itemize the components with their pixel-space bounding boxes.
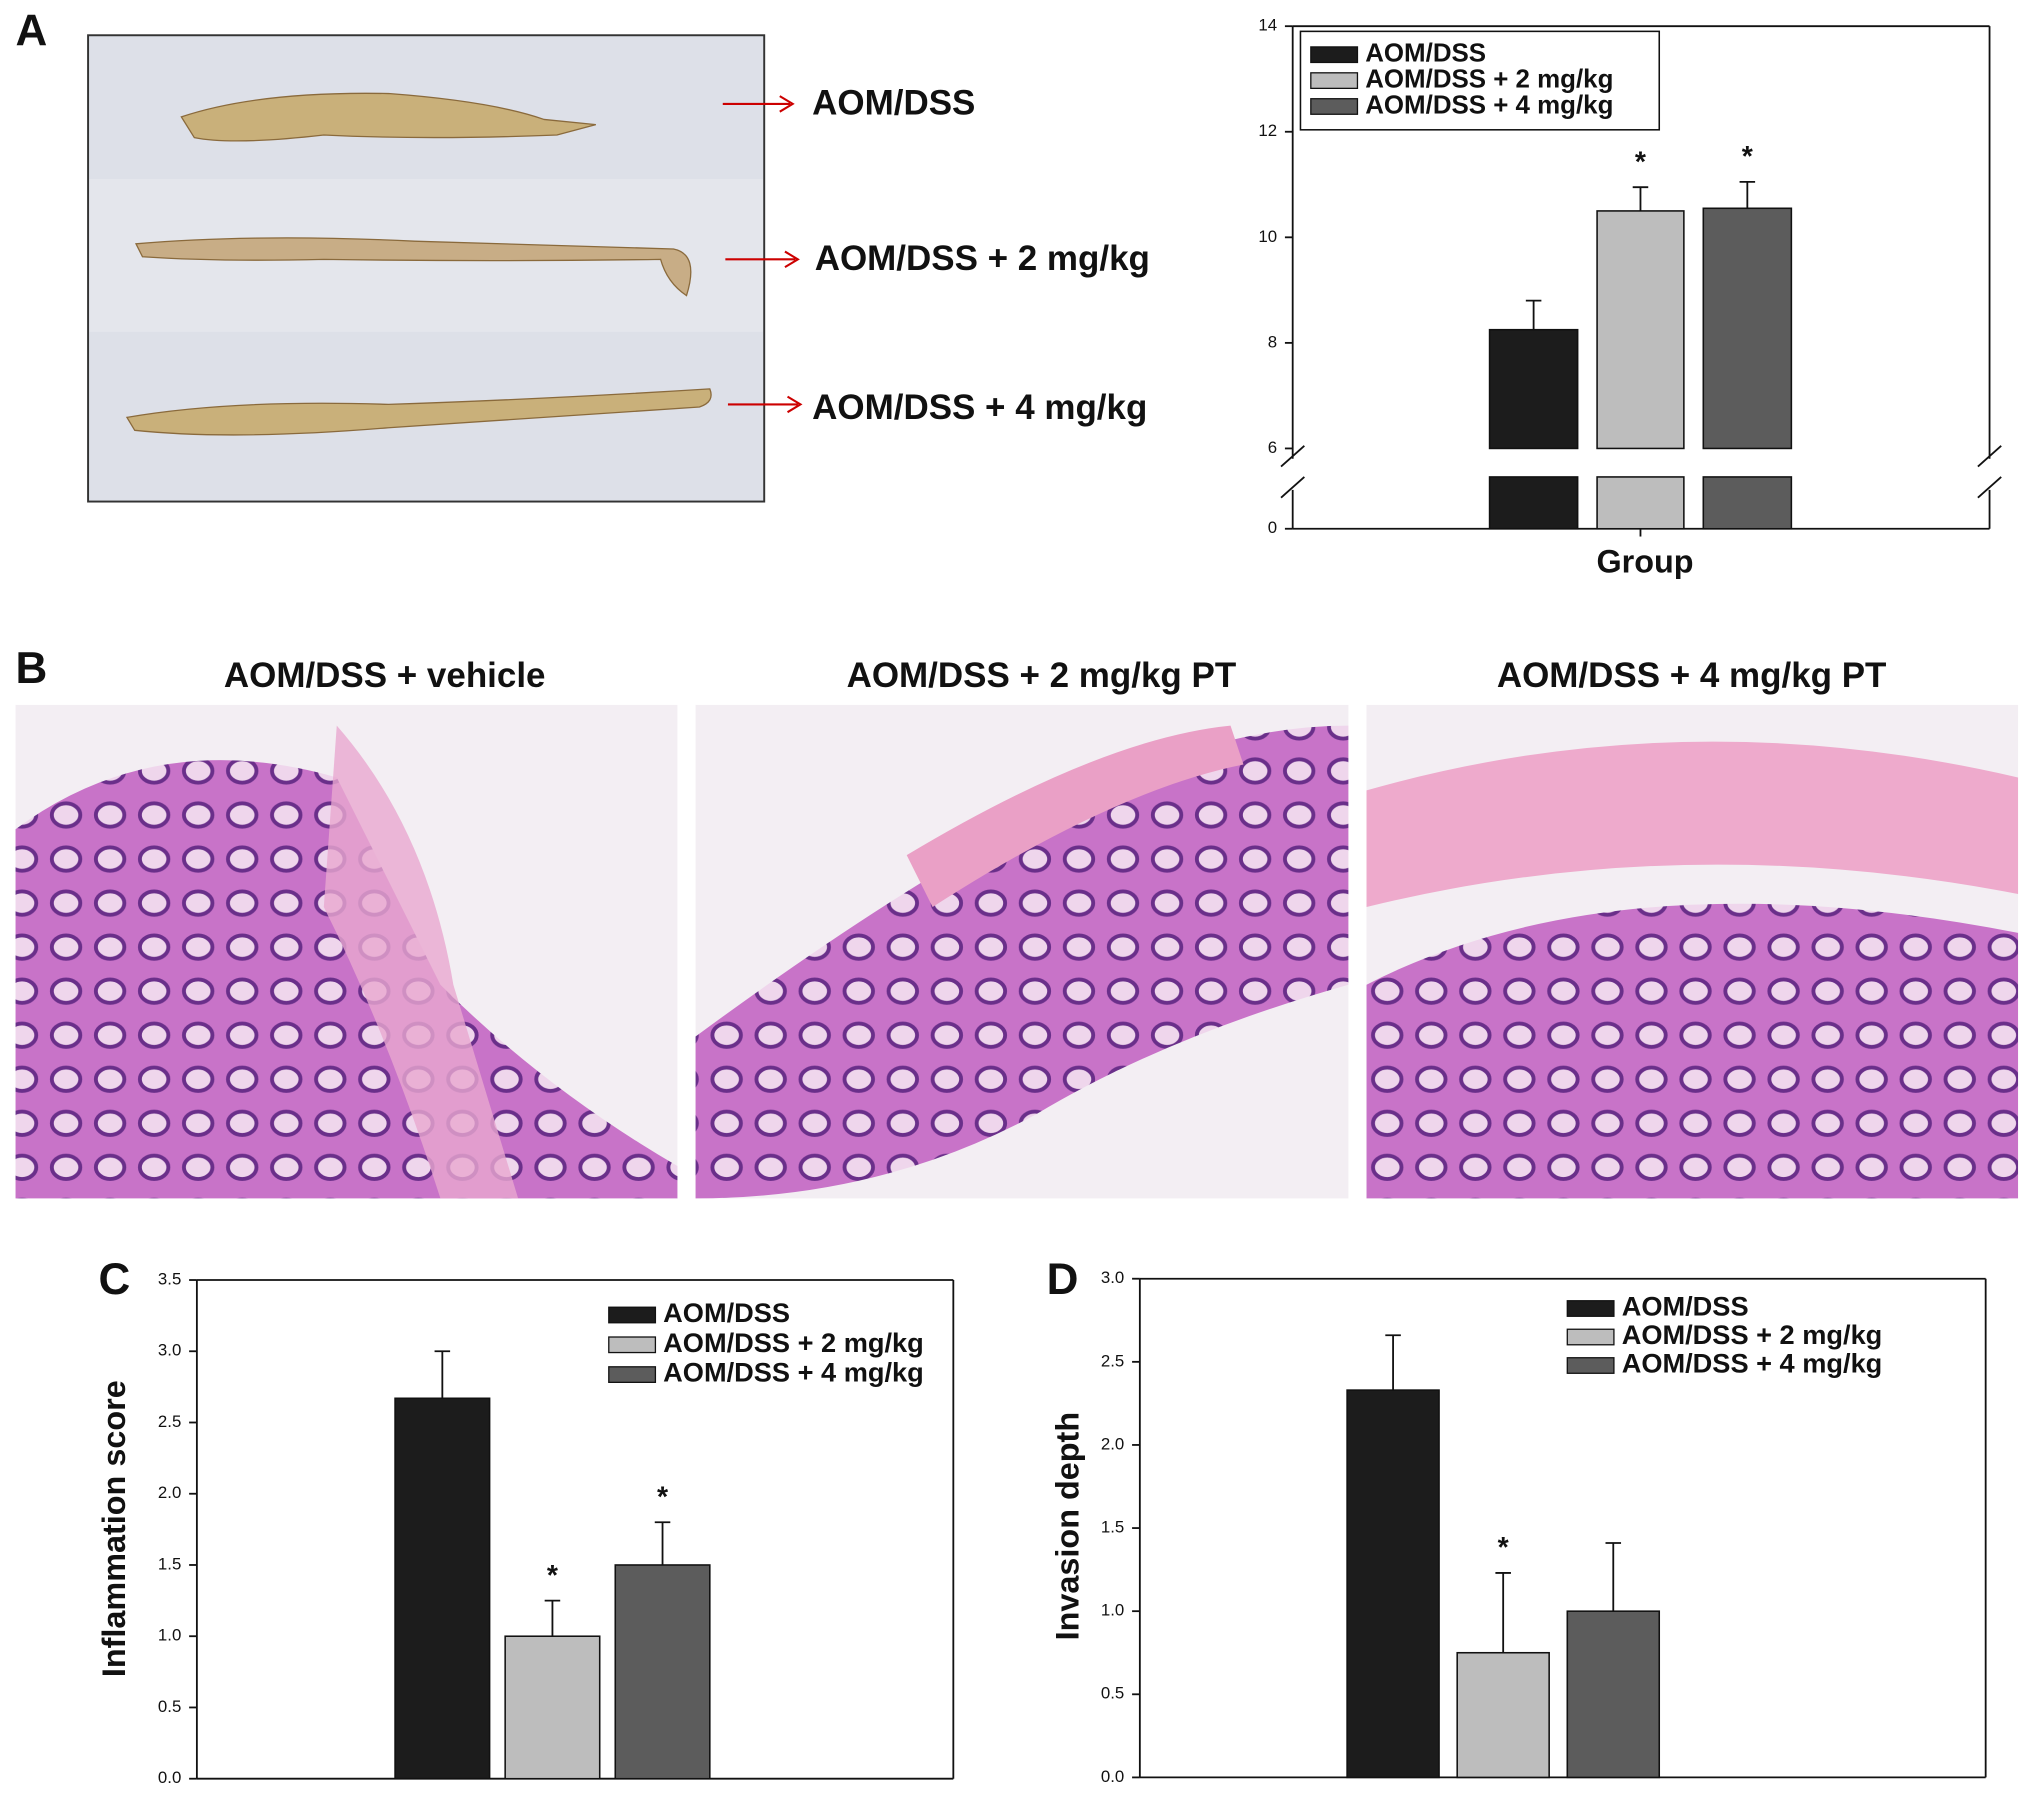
specimen-label: AOM/DSS + 2 mg/kg xyxy=(815,239,1150,278)
legend-label: AOM/DSS + 2 mg/kg xyxy=(663,1327,924,1358)
y-tick-label: 2.5 xyxy=(158,1412,181,1431)
panel-label: D xyxy=(1047,1255,1079,1304)
legend-box xyxy=(1299,30,1661,131)
legend-label: AOM/DSS + 2 mg/kg xyxy=(1365,65,1613,93)
significance-mark: * xyxy=(1742,141,1754,173)
error-bar xyxy=(1739,180,1756,209)
y-tick-label: 0.0 xyxy=(1101,1767,1124,1786)
panel-label: B xyxy=(16,644,48,693)
legend-swatch xyxy=(1310,98,1359,115)
x-axis-label: Group xyxy=(1596,543,1693,579)
significance-mark: * xyxy=(1635,146,1647,178)
error-bar xyxy=(1525,299,1542,330)
y-tick-label: 14 xyxy=(1258,16,1277,35)
error-bar xyxy=(1632,186,1649,211)
axis-break xyxy=(1977,476,2002,499)
axis-break xyxy=(1280,476,1305,499)
y-axis-label: Invasion depth xyxy=(1049,1412,1085,1640)
error-bar xyxy=(434,1350,451,1399)
legend-swatch xyxy=(1310,46,1359,64)
bar-base xyxy=(1488,476,1579,530)
y-tick-label: 2.5 xyxy=(1101,1351,1124,1370)
legend-swatch xyxy=(1566,1300,1615,1317)
bar xyxy=(614,1564,711,1780)
panel-label: A xyxy=(16,7,48,56)
legend-label: AOM/DSS + 4 mg/kg xyxy=(1365,91,1613,119)
y-tick-label: 0 xyxy=(1268,518,1277,537)
specimen-label: AOM/DSS + 4 mg/kg xyxy=(812,388,1147,427)
legend-swatch xyxy=(1566,1328,1615,1346)
legend-label: AOM/DSS + 4 mg/kg xyxy=(663,1357,924,1388)
histology-title: AOM/DSS + 2 mg/kg PT xyxy=(847,656,1237,695)
error-bar xyxy=(1385,1334,1401,1391)
y-tick-label: 2.0 xyxy=(158,1483,181,1502)
axis-break xyxy=(1977,445,2002,468)
legend-swatch xyxy=(1566,1357,1615,1374)
significance-mark: * xyxy=(547,1560,559,1592)
bar-base xyxy=(1702,476,1793,530)
y-tick-label: 1.0 xyxy=(1101,1601,1124,1620)
significance-mark: * xyxy=(657,1481,669,1513)
y-tick-label: 3.0 xyxy=(158,1341,181,1360)
axis-break xyxy=(1280,445,1305,468)
error-bar xyxy=(544,1599,561,1637)
y-tick-label: 8 xyxy=(1268,332,1277,351)
legend-swatch xyxy=(608,1306,657,1324)
y-tick-label: 1.5 xyxy=(158,1554,181,1573)
histology-images: AOM/DSS + vehicle AOM/DSS + 2 mg/kg PT A… xyxy=(15,656,2019,1199)
legend-swatch xyxy=(608,1336,657,1354)
y-tick-label: 10 xyxy=(1258,227,1277,246)
legend-label: AOM/DSS + 2 mg/kg xyxy=(1622,1319,1883,1350)
y-tick-label: 3.0 xyxy=(1101,1268,1124,1287)
legend-swatch xyxy=(608,1366,657,1383)
legend-label: AOM/DSS xyxy=(1365,40,1486,68)
y-tick-label: 0.0 xyxy=(158,1768,181,1787)
y-tick-label: 0.5 xyxy=(158,1697,181,1716)
y-tick-label: 12 xyxy=(1258,121,1277,140)
y-tick-label: 0.5 xyxy=(1101,1684,1124,1703)
y-tick-label: 3.5 xyxy=(158,1269,181,1288)
bar xyxy=(1346,1389,1440,1779)
bar xyxy=(1488,328,1579,450)
histology-title: AOM/DSS + 4 mg/kg PT xyxy=(1497,656,1887,695)
bar xyxy=(1702,207,1793,450)
bar-base xyxy=(1596,476,1685,530)
legend-label: AOM/DSS + 4 mg/kg xyxy=(1622,1348,1883,1379)
panel-label: C xyxy=(98,1255,130,1304)
bar xyxy=(394,1397,491,1780)
bar xyxy=(504,1635,601,1780)
y-tick-label: 2.0 xyxy=(1101,1434,1124,1453)
bar xyxy=(1566,1610,1661,1779)
bar xyxy=(1596,210,1685,450)
histology-title: AOM/DSS + vehicle xyxy=(224,656,546,695)
specimen-photo: AOM/DSS AOM/DSS + 2 mg/kg AOM/DSS + 4 mg… xyxy=(87,34,1150,503)
y-tick-label: 1.0 xyxy=(158,1626,181,1645)
error-bar xyxy=(654,1521,671,1565)
bar xyxy=(1456,1651,1550,1779)
legend-label: AOM/DSS xyxy=(663,1297,790,1328)
error-bar xyxy=(1495,1572,1511,1653)
y-tick-label: 1.5 xyxy=(1101,1518,1124,1537)
significance-mark: * xyxy=(1498,1532,1510,1564)
error-bar xyxy=(1605,1542,1622,1612)
legend-swatch xyxy=(1310,72,1359,90)
legend-label: AOM/DSS xyxy=(1622,1291,1749,1322)
specimen-label: AOM/DSS xyxy=(812,83,975,122)
y-axis-label: Inflammation score xyxy=(96,1380,132,1677)
y-tick-label: 6 xyxy=(1268,438,1277,457)
